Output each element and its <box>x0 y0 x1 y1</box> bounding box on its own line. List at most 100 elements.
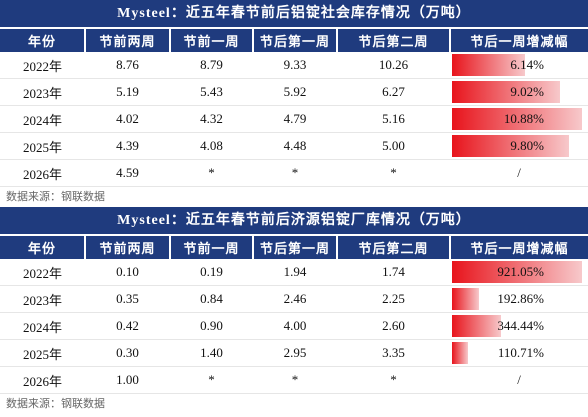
header-row: 年份 节前两周 节前一周 节后第一周 节后第二周 节后一周增减幅 <box>0 234 588 259</box>
cell: 2024年 <box>0 312 85 340</box>
table-title: Mysteel：近五年春节前后铝锭社会库存情况（万吨） <box>0 0 588 27</box>
cell: 4.00 <box>253 312 337 340</box>
change-value: 921.05% <box>497 264 544 279</box>
data-bar <box>452 315 501 337</box>
table-block: Mysteel：近五年春节前后济源铝锭厂库情况（万吨） 年份 节前两周 节前一周 节后第… <box>0 207 588 414</box>
change-value: 9.02% <box>510 84 544 99</box>
cell: 4.79 <box>253 105 337 133</box>
cell: 5.00 <box>337 132 450 160</box>
cell: 2022年 <box>0 52 85 79</box>
header-cell: 节前一周 <box>169 234 253 259</box>
cell: 4.48 <box>253 132 337 160</box>
change-cell: 344.44% <box>450 312 588 340</box>
cell: 4.39 <box>85 132 170 160</box>
header-row: 年份 节前两周 节前一周 节后第一周 节后第二周 节后一周增减幅 <box>0 27 588 52</box>
cell: 9.33 <box>253 52 337 79</box>
cell: 2026年 <box>0 366 85 394</box>
data-row: 2026年 4.59 * * * / <box>0 159 588 187</box>
header-cell: 年份 <box>0 27 85 52</box>
cell: 1.00 <box>85 366 170 394</box>
change-value: / <box>517 165 521 180</box>
change-cell: / <box>450 366 588 394</box>
cell: * <box>253 366 337 394</box>
cell: 0.30 <box>85 339 170 367</box>
data-bar <box>452 342 468 364</box>
header-cell: 节前一周 <box>169 27 253 52</box>
cell: 10.26 <box>337 52 450 79</box>
change-value: 192.86% <box>497 291 544 306</box>
change-value: 10.88% <box>503 111 544 126</box>
cell: 2026年 <box>0 159 85 187</box>
data-row: 2023年 5.19 5.43 5.92 6.27 9.02% <box>0 78 588 106</box>
data-row: 2023年 0.35 0.84 2.46 2.25 192.86% <box>0 285 588 313</box>
data-bar <box>452 261 582 283</box>
header-cell: 节后一周增减幅 <box>449 234 588 259</box>
cell: 8.79 <box>170 52 253 79</box>
table-block: Mysteel：近五年春节前后铝锭社会库存情况（万吨） 年份 节前两周 节前一周 节后第… <box>0 0 588 207</box>
data-bar <box>452 81 560 103</box>
change-value: 9.80% <box>510 138 544 153</box>
cell: 1.94 <box>253 259 337 286</box>
table-title: Mysteel：近五年春节前后济源铝锭厂库情况（万吨） <box>0 207 588 234</box>
header-cell: 节后第二周 <box>336 234 450 259</box>
header-cell: 节后第一周 <box>252 27 337 52</box>
cell: 1.74 <box>337 259 450 286</box>
cell: * <box>337 159 450 187</box>
cell: 5.19 <box>85 78 170 106</box>
cell: 4.59 <box>85 159 170 187</box>
cell: 2022年 <box>0 259 85 286</box>
cell: 2.95 <box>253 339 337 367</box>
cell: 0.10 <box>85 259 170 286</box>
cell: 1.40 <box>170 339 253 367</box>
change-cell: 921.05% <box>450 259 588 286</box>
header-cell: 节后第二周 <box>336 27 450 52</box>
cell: 5.43 <box>170 78 253 106</box>
cell: 2.60 <box>337 312 450 340</box>
cell: 2023年 <box>0 78 85 106</box>
header-cell: 节前两周 <box>84 27 170 52</box>
data-row: 2025年 4.39 4.08 4.48 5.00 9.80% <box>0 132 588 160</box>
change-value: 110.71% <box>497 345 544 360</box>
cell: 2025年 <box>0 339 85 367</box>
cell: 5.16 <box>337 105 450 133</box>
data-row: 2024年 4.02 4.32 4.79 5.16 10.88% <box>0 105 588 133</box>
source-note: 数据来源：钢联数据 <box>6 397 105 410</box>
change-cell: 10.88% <box>450 105 588 133</box>
cell: 2.25 <box>337 285 450 313</box>
header-cell: 年份 <box>0 234 85 259</box>
change-cell: 110.71% <box>450 339 588 367</box>
cell: 4.08 <box>170 132 253 160</box>
header-cell: 节后第一周 <box>252 234 337 259</box>
cell: 4.02 <box>85 105 170 133</box>
cell: 4.32 <box>170 105 253 133</box>
data-table: 年份 节前两周 节前一周 节后第一周 节后第二周 节后一周增减幅 2022年 8.76 8.79… <box>0 27 588 187</box>
change-value: 344.44% <box>497 318 544 333</box>
data-table: 年份 节前两周 节前一周 节后第一周 节后第二周 节后一周增减幅 2022年 0.10 0.19… <box>0 234 588 394</box>
data-row: 2022年 8.76 8.79 9.33 10.26 6.14% <box>0 52 588 79</box>
change-value: / <box>517 372 521 387</box>
change-value: 6.14% <box>510 57 544 72</box>
data-row: 2025年 0.30 1.40 2.95 3.35 110.71% <box>0 339 588 367</box>
cell: 0.90 <box>170 312 253 340</box>
cell: 3.35 <box>337 339 450 367</box>
cell: 0.19 <box>170 259 253 286</box>
change-cell: / <box>450 159 588 187</box>
cell: * <box>170 366 253 394</box>
data-bar <box>452 54 526 76</box>
cell: * <box>170 159 253 187</box>
data-row: 2026年 1.00 * * * / <box>0 366 588 394</box>
change-cell: 192.86% <box>450 285 588 313</box>
cell: 2025年 <box>0 132 85 160</box>
cell: 2.46 <box>253 285 337 313</box>
data-row: 2024年 0.42 0.90 4.00 2.60 344.44% <box>0 312 588 340</box>
cell: 6.27 <box>337 78 450 106</box>
cell: * <box>337 366 450 394</box>
cell: 0.84 <box>170 285 253 313</box>
cell: 0.35 <box>85 285 170 313</box>
cell: 2023年 <box>0 285 85 313</box>
cell: * <box>253 159 337 187</box>
data-bar <box>452 108 582 130</box>
data-row: 2022年 0.10 0.19 1.94 1.74 921.05% <box>0 259 588 286</box>
data-bar <box>452 135 570 157</box>
